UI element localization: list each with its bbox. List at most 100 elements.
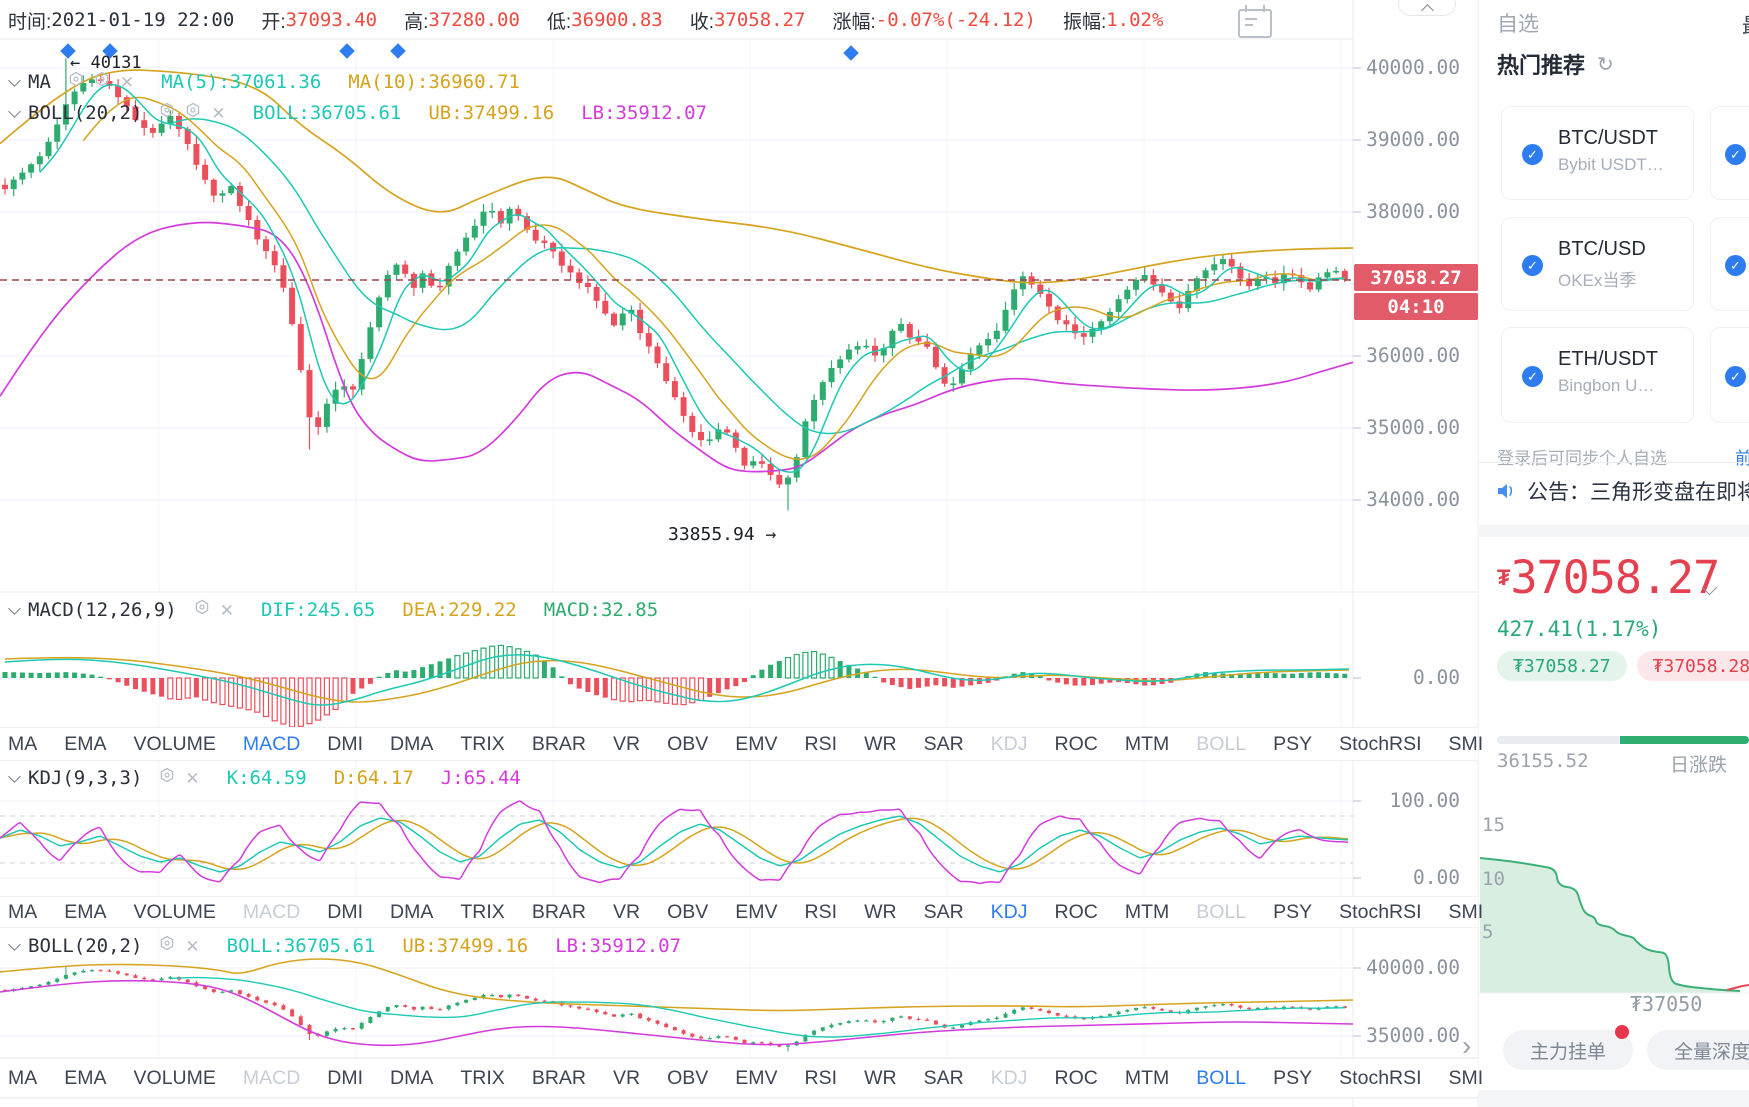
tab-indicator-mtm[interactable]: MTM [1124,900,1170,923]
tab-favorites[interactable]: 自选 [1497,13,1539,36]
tab-indicator-vr[interactable]: VR [613,1066,641,1089]
tab-indicator-dmi[interactable]: DMI [327,732,364,755]
check-icon[interactable]: ✓ [1725,144,1746,165]
settings-icon[interactable] [94,71,110,93]
tab-indicator-volume[interactable]: VOLUME [133,900,216,923]
tab-indicator-brar[interactable]: BRAR [531,732,586,755]
tab-indicator-sar[interactable]: SAR [923,732,964,755]
close-icon[interactable]: ✕ [185,936,200,956]
tab-indicator-sar[interactable]: SAR [923,900,964,923]
refresh-icon[interactable]: ↻ [1597,53,1614,76]
tab-indicator-rsi[interactable]: RSI [804,732,838,755]
tab-indicator-dmi[interactable]: DMI [327,1066,364,1089]
close-icon[interactable]: ✕ [219,600,234,620]
watchlist-card-clipped[interactable]: ✓ [1710,106,1749,200]
tab-indicator-ema[interactable]: EMA [64,900,107,923]
close-icon[interactable]: ✕ [119,72,135,92]
tab-indicator-volume[interactable]: VOLUME [133,1066,216,1089]
watchlist-card-eth-usdt[interactable]: ✓ ETH/USDT Bingbon U… [1501,327,1694,423]
check-icon[interactable]: ✓ [1725,366,1746,387]
settings-icon[interactable] [159,102,175,124]
watchlist-card-btc-usdt[interactable]: ✓ BTC/USDT Bybit USDT… [1501,106,1694,200]
button-full-depth[interactable]: 全量深度 [1647,1030,1749,1070]
chevron-down-icon[interactable] [8,104,21,118]
tab-partial[interactable]: 最 [1742,10,1749,40]
tab-indicator-kdj[interactable]: KDJ [990,732,1028,755]
tab-indicator-wr[interactable]: WR [864,900,897,923]
settings-icon[interactable] [185,102,201,124]
tab-indicator-smi[interactable]: SMI [1448,1066,1484,1089]
tab-indicator-smi[interactable]: SMI [1448,900,1484,923]
tab-indicator-dma[interactable]: DMA [390,900,434,923]
chevron-down-icon[interactable] [8,601,21,615]
tab-indicator-brar[interactable]: BRAR [531,900,586,923]
settings-icon[interactable] [159,935,175,957]
tab-indicator-dma[interactable]: DMA [390,1066,434,1089]
tab-indicator-dma[interactable]: DMA [390,732,434,755]
chevron-down-icon[interactable] [1701,579,1718,598]
tab-indicator-trix[interactable]: TRIX [460,1066,505,1089]
tab-indicator-ema[interactable]: EMA [64,1066,107,1089]
tab-indicator-obv[interactable]: OBV [667,732,709,755]
tab-indicator-stochrsi[interactable]: StochRSI [1339,1066,1422,1089]
tab-indicator-stochrsi[interactable]: StochRSI [1339,900,1422,923]
tab-indicator-vr[interactable]: VR [613,732,641,755]
tab-indicator-kdj[interactable]: KDJ [990,1066,1028,1089]
tab-indicator-psy[interactable]: PSY [1273,900,1313,923]
tab-indicator-macd[interactable]: MACD [242,900,301,923]
close-icon[interactable]: ✕ [185,768,200,788]
chevron-down-icon[interactable] [8,73,21,87]
tab-indicator-macd[interactable]: MACD [242,1066,301,1089]
tab-indicator-brar[interactable]: BRAR [531,1066,586,1089]
check-icon[interactable]: ✓ [1522,144,1543,165]
tab-indicator-dmi[interactable]: DMI [327,900,364,923]
tab-indicator-vr[interactable]: VR [613,900,641,923]
tab-indicator-boll[interactable]: BOLL [1196,900,1247,923]
tab-indicator-roc[interactable]: ROC [1054,732,1098,755]
check-icon[interactable]: ✓ [1725,255,1746,276]
watchlist-card-clipped[interactable]: ✓ [1710,327,1749,423]
tab-indicator-macd[interactable]: MACD [242,732,301,755]
collapse-chart-button[interactable] [1398,0,1456,17]
tab-indicator-wr[interactable]: WR [864,732,897,755]
tab-indicator-boll[interactable]: BOLL [1196,1066,1247,1089]
scroll-right-icon[interactable]: › [1462,1030,1472,1061]
watchlist-card-clipped[interactable]: ✓ [1710,217,1749,311]
chevron-down-icon[interactable] [8,937,21,951]
tab-indicator-rsi[interactable]: RSI [804,1066,838,1089]
tab-indicator-boll[interactable]: BOLL [1196,732,1247,755]
check-icon[interactable]: ✓ [1522,366,1543,387]
tab-indicator-emv[interactable]: EMV [735,732,778,755]
tab-indicator-psy[interactable]: PSY [1273,1066,1313,1089]
chevron-down-icon[interactable] [8,769,21,783]
calendar-icon[interactable] [1238,5,1272,38]
settings-icon[interactable] [159,767,175,789]
tab-indicator-trix[interactable]: TRIX [460,900,505,923]
tab-indicator-smi[interactable]: SMI [1448,732,1484,755]
login-link[interactable]: 前往登录 [1735,449,1749,468]
tab-indicator-obv[interactable]: OBV [667,900,709,923]
tab-indicator-kdj[interactable]: KDJ [990,900,1028,923]
tab-indicator-ma[interactable]: MA [8,732,38,755]
tab-indicator-roc[interactable]: ROC [1054,900,1098,923]
tab-indicator-volume[interactable]: VOLUME [133,732,216,755]
tab-indicator-roc[interactable]: ROC [1054,1066,1098,1089]
tab-indicator-emv[interactable]: EMV [735,900,778,923]
check-icon[interactable]: ✓ [1522,255,1543,276]
settings-icon[interactable] [194,599,210,621]
tab-indicator-sar[interactable]: SAR [923,1066,964,1089]
tab-indicator-obv[interactable]: OBV [667,1066,709,1089]
close-icon[interactable]: ✕ [211,103,226,123]
tab-indicator-ma[interactable]: MA [8,1066,38,1089]
tab-indicator-ema[interactable]: EMA [64,732,107,755]
announcement-bar[interactable]: 公告：三角形变盘在即将 [1495,476,1749,506]
watchlist-card-btc-usd[interactable]: ✓ BTC/USD OKEx当季 [1501,217,1694,311]
tab-indicator-wr[interactable]: WR [864,1066,897,1089]
tab-indicator-emv[interactable]: EMV [735,1066,778,1089]
settings-icon[interactable] [68,71,84,93]
tab-indicator-psy[interactable]: PSY [1273,732,1313,755]
tab-indicator-mtm[interactable]: MTM [1124,1066,1170,1089]
tab-indicator-trix[interactable]: TRIX [460,732,505,755]
button-main-orders[interactable]: 主力挂单 [1503,1030,1634,1070]
tab-indicator-rsi[interactable]: RSI [804,900,838,923]
